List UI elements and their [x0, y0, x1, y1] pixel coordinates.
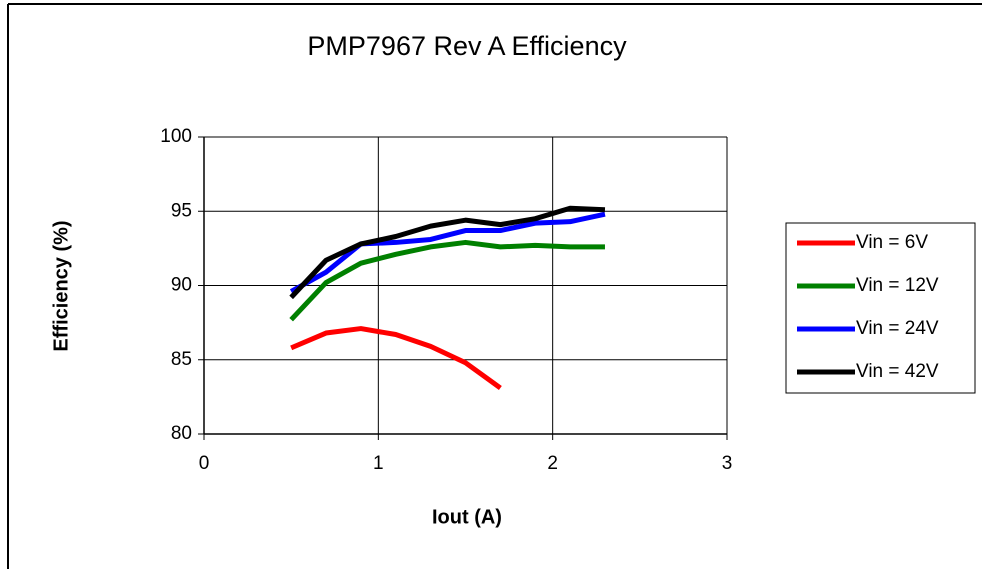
- y-axis-label: Efficiency (%): [50, 220, 72, 351]
- data-line: [289, 239, 605, 322]
- x-tick-label: 0: [199, 453, 210, 474]
- data-line: [289, 211, 606, 294]
- legend-box: [785, 222, 976, 394]
- x-tick-label: 3: [722, 453, 733, 474]
- y-tick-label: 80: [171, 423, 192, 444]
- data-line: [290, 326, 502, 390]
- y-tick-label: 85: [171, 349, 192, 370]
- chart-title: PMP7967 Rev A Efficiency: [307, 31, 627, 61]
- y-tick-label: 95: [171, 200, 192, 221]
- x-tick-label: 1: [373, 453, 384, 474]
- legend-label: Vin = 42V: [856, 361, 939, 382]
- legend-label: Vin = 6V: [856, 232, 928, 253]
- x-axis-label: Iout (A): [432, 506, 502, 528]
- data-line: [289, 205, 606, 300]
- x-tick-label: 2: [547, 453, 558, 474]
- y-tick-label: 90: [171, 275, 192, 296]
- legend-label: Vin = 24V: [856, 318, 939, 339]
- legend-label: Vin = 12V: [856, 275, 939, 296]
- y-tick-label: 100: [160, 126, 192, 147]
